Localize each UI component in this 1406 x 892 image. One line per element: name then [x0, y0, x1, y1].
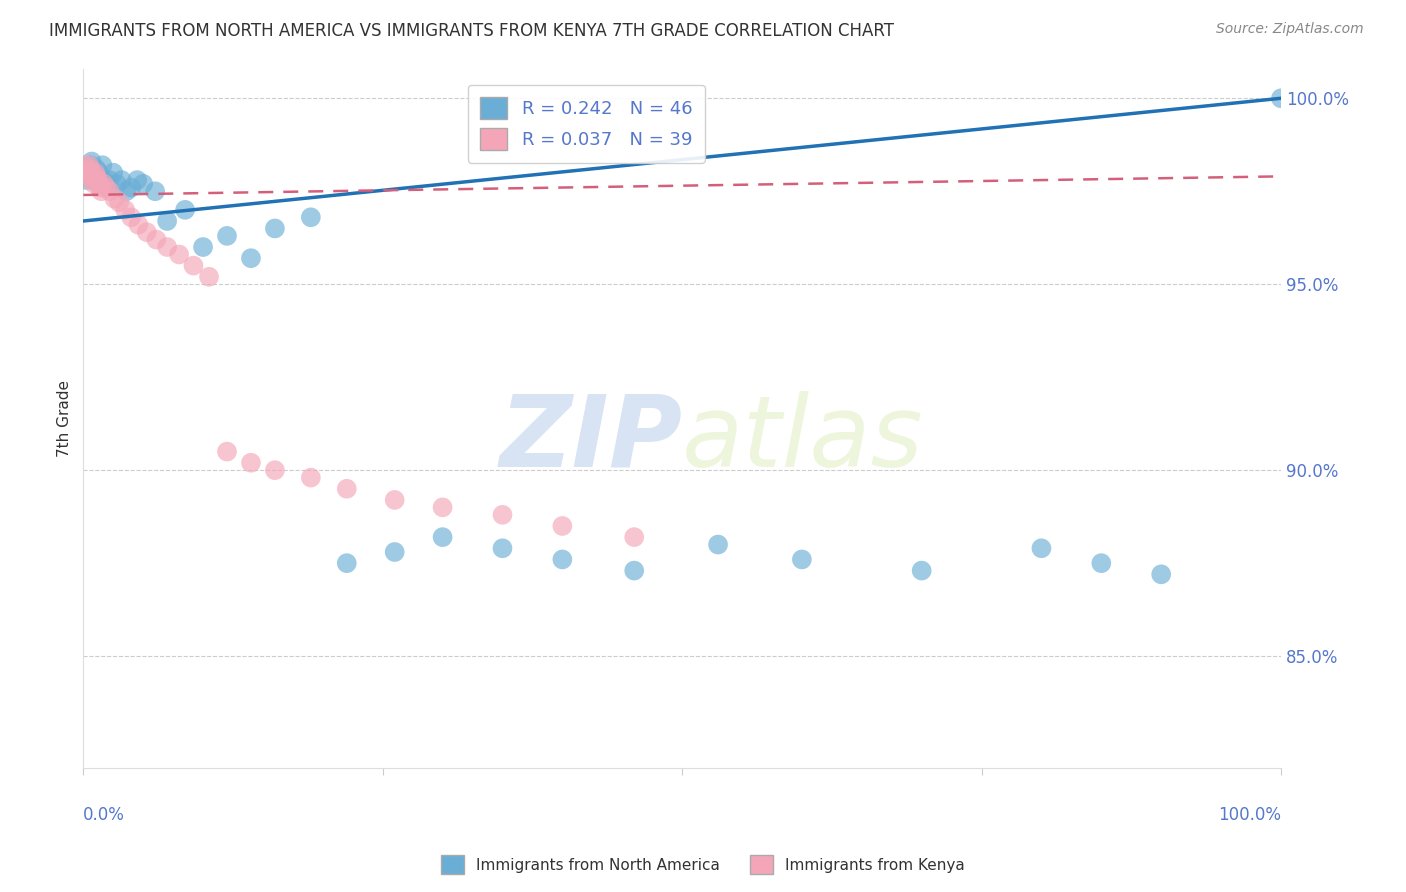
Point	[89, 173, 111, 187]
Point	[156, 240, 179, 254]
Point	[384, 492, 406, 507]
Point	[264, 221, 287, 235]
Point	[551, 519, 574, 533]
Point	[120, 211, 142, 225]
Point	[115, 184, 138, 198]
Point	[120, 180, 142, 194]
Point	[127, 218, 149, 232]
Point	[79, 161, 101, 176]
Point	[91, 158, 114, 172]
Point	[1090, 556, 1112, 570]
Point	[336, 482, 359, 496]
Text: 100.0%: 100.0%	[1218, 806, 1281, 824]
Point	[90, 184, 112, 198]
Point	[77, 166, 100, 180]
Point	[239, 251, 262, 265]
Point	[75, 161, 97, 176]
Point	[77, 169, 100, 184]
Point	[145, 233, 167, 247]
Point	[103, 192, 125, 206]
Point	[86, 169, 108, 184]
Point	[127, 173, 149, 187]
Point	[108, 195, 131, 210]
Point	[1270, 91, 1292, 105]
Point	[491, 508, 513, 522]
Point	[84, 166, 107, 180]
Point	[94, 180, 117, 194]
Point	[103, 166, 125, 180]
Point	[299, 211, 322, 225]
Point	[239, 456, 262, 470]
Legend: Immigrants from North America, Immigrants from Kenya: Immigrants from North America, Immigrant…	[434, 849, 972, 880]
Point	[79, 158, 101, 172]
Point	[93, 173, 115, 187]
Point	[76, 173, 98, 187]
Point	[86, 161, 108, 176]
Point	[491, 541, 513, 556]
Point	[174, 202, 197, 217]
Point	[87, 177, 110, 191]
Point	[432, 530, 454, 544]
Point	[94, 177, 117, 191]
Point	[93, 177, 115, 191]
Point	[167, 247, 190, 261]
Point	[80, 169, 103, 184]
Point	[98, 173, 121, 187]
Point	[215, 228, 238, 243]
Point	[135, 225, 157, 239]
Text: atlas: atlas	[682, 391, 924, 488]
Point	[911, 564, 934, 578]
Point	[336, 556, 359, 570]
Point	[183, 259, 205, 273]
Point	[96, 180, 118, 194]
Point	[110, 173, 132, 187]
Point	[73, 158, 96, 172]
Legend: R = 0.242   N = 46, R = 0.037   N = 39: R = 0.242 N = 46, R = 0.037 N = 39	[468, 85, 704, 163]
Point	[105, 177, 128, 191]
Point	[86, 173, 108, 187]
Point	[191, 240, 214, 254]
Point	[215, 444, 238, 458]
Point	[432, 500, 454, 515]
Point	[80, 154, 103, 169]
Point	[623, 530, 645, 544]
Point	[143, 184, 166, 198]
Point	[623, 564, 645, 578]
Point	[76, 166, 98, 180]
Point	[77, 161, 100, 176]
Point	[156, 214, 179, 228]
Text: Source: ZipAtlas.com: Source: ZipAtlas.com	[1216, 22, 1364, 37]
Point	[707, 537, 730, 551]
Text: ZIP: ZIP	[499, 391, 682, 488]
Point	[264, 463, 287, 477]
Y-axis label: 7th Grade: 7th Grade	[58, 380, 72, 457]
Point	[1150, 567, 1173, 582]
Point	[77, 158, 100, 172]
Point	[82, 173, 104, 187]
Point	[98, 184, 121, 198]
Point	[82, 173, 104, 187]
Point	[83, 177, 105, 191]
Point	[87, 166, 110, 180]
Point	[384, 545, 406, 559]
Point	[83, 169, 105, 184]
Point	[790, 552, 813, 566]
Point	[114, 202, 136, 217]
Point	[198, 269, 221, 284]
Point	[299, 470, 322, 484]
Point	[84, 166, 107, 180]
Point	[132, 177, 155, 191]
Point	[90, 177, 112, 191]
Point	[86, 169, 108, 184]
Point	[551, 552, 574, 566]
Point	[1031, 541, 1053, 556]
Point	[89, 180, 111, 194]
Text: 0.0%: 0.0%	[83, 806, 125, 824]
Text: IMMIGRANTS FROM NORTH AMERICA VS IMMIGRANTS FROM KENYA 7TH GRADE CORRELATION CHA: IMMIGRANTS FROM NORTH AMERICA VS IMMIGRA…	[49, 22, 894, 40]
